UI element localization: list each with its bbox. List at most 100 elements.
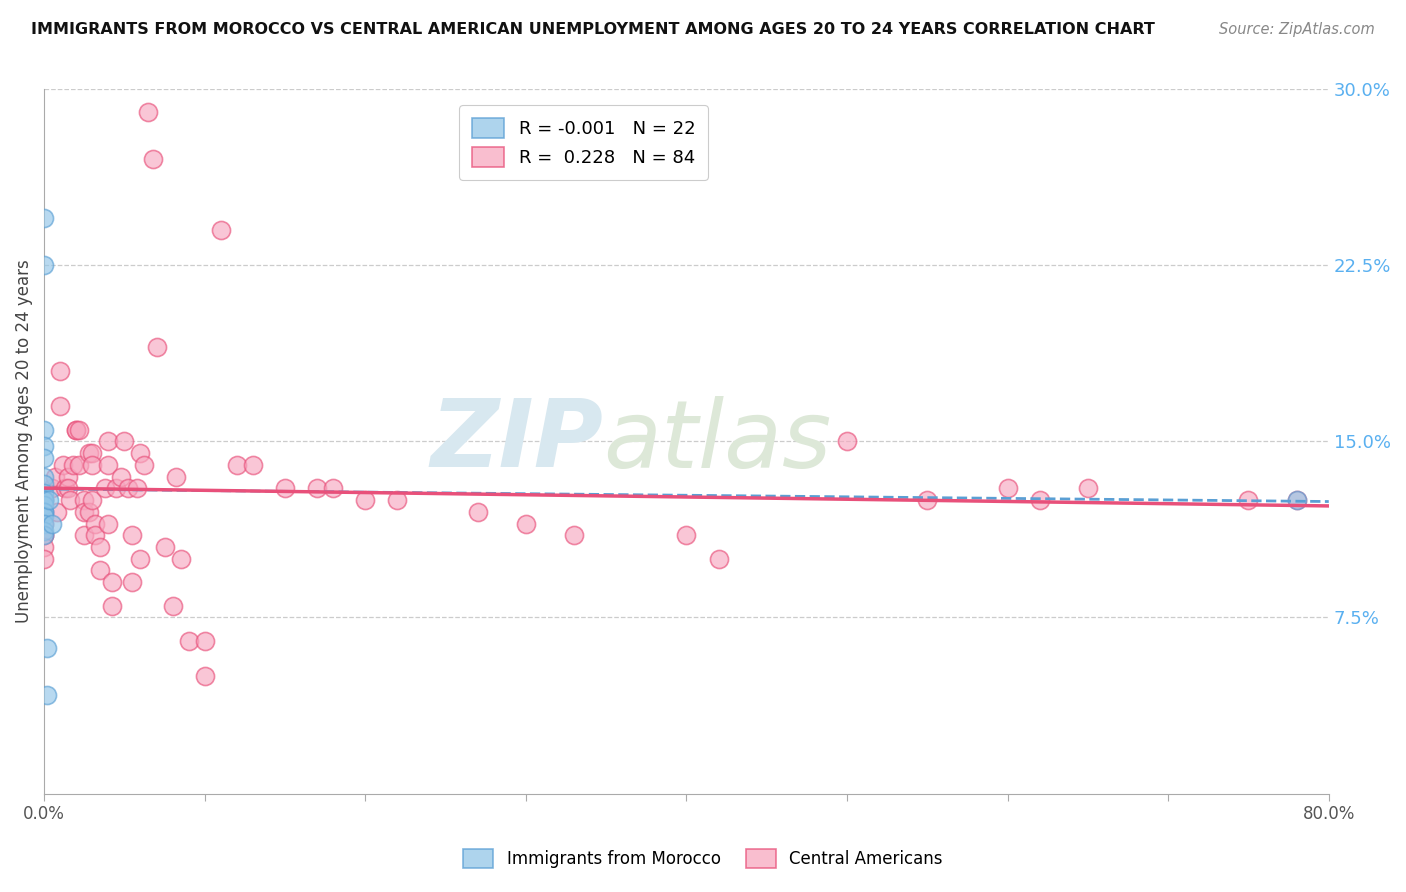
Point [32,528,55,542]
Point [32,505,55,519]
Point [52,458,75,472]
Point [1028,493,1050,508]
Point [1237,493,1260,508]
Point [225,458,247,472]
Text: atlas: atlas [603,396,831,487]
Point [65,423,87,437]
Point [97,434,120,449]
Point [169,551,191,566]
Point [32,498,55,512]
Point [467,505,489,519]
Point [82,458,104,472]
Point [142,153,165,167]
Point [322,481,344,495]
Point [49,399,72,413]
Legend: R = -0.001   N = 22, R =  0.228   N = 84: R = -0.001 N = 22, R = 0.228 N = 84 [460,105,709,180]
Point [41,481,63,495]
Point [209,223,232,237]
Point [100,599,122,613]
Point [562,528,585,542]
Point [32,509,55,524]
Point [110,469,132,483]
Point [121,528,143,542]
Point [515,516,537,531]
Point [77,446,100,460]
Point [82,493,104,508]
Point [73,528,96,542]
Point [138,105,160,120]
Point [89,564,111,578]
Point [37,640,59,655]
Point [32,516,55,531]
Point [84,528,107,542]
Point [162,599,184,613]
Text: Source: ZipAtlas.com: Source: ZipAtlas.com [1219,22,1375,37]
Point [105,481,128,495]
Point [675,528,697,542]
Point [69,458,91,472]
Point [32,493,55,508]
Point [32,450,55,465]
Point [112,434,135,449]
Point [165,469,187,483]
Point [53,481,76,495]
Point [917,493,939,508]
Point [32,493,55,508]
Point [44,469,66,483]
Point [32,439,55,453]
Point [32,528,55,542]
Point [307,481,329,495]
Point [100,575,122,590]
Point [32,551,55,566]
Point [94,481,117,495]
Point [38,493,60,508]
Point [129,446,152,460]
Point [1285,493,1308,508]
Point [32,486,55,500]
Point [177,634,200,648]
Point [58,469,80,483]
Point [32,211,55,226]
Point [32,516,55,531]
Legend: Immigrants from Morocco, Central Americans: Immigrants from Morocco, Central America… [456,840,950,877]
Point [132,458,155,472]
Point [117,481,139,495]
Point [58,481,80,495]
Point [89,540,111,554]
Point [242,458,264,472]
Point [32,258,55,272]
Point [707,551,730,566]
Point [32,423,55,437]
Point [32,493,55,508]
Point [1285,493,1308,508]
Point [59,493,82,508]
Point [49,364,72,378]
Point [37,688,59,702]
Point [145,340,167,354]
Point [1077,481,1099,495]
Point [127,481,149,495]
Text: IMMIGRANTS FROM MOROCCO VS CENTRAL AMERICAN UNEMPLOYMENT AMONG AGES 20 TO 24 YEA: IMMIGRANTS FROM MOROCCO VS CENTRAL AMERI… [31,22,1154,37]
Point [387,493,409,508]
Point [84,516,107,531]
Point [32,469,55,483]
Point [121,575,143,590]
Point [32,528,55,542]
Point [82,446,104,460]
Point [73,505,96,519]
Point [62,458,84,472]
Point [69,423,91,437]
Point [997,481,1019,495]
Point [194,634,217,648]
Point [129,551,152,566]
Y-axis label: Unemployment Among Ages 20 to 24 years: Unemployment Among Ages 20 to 24 years [15,260,32,624]
Point [32,505,55,519]
Point [77,505,100,519]
Point [354,493,377,508]
Point [153,540,176,554]
Point [97,516,120,531]
Point [32,540,55,554]
Point [274,481,297,495]
Point [32,505,55,519]
Point [194,669,217,683]
